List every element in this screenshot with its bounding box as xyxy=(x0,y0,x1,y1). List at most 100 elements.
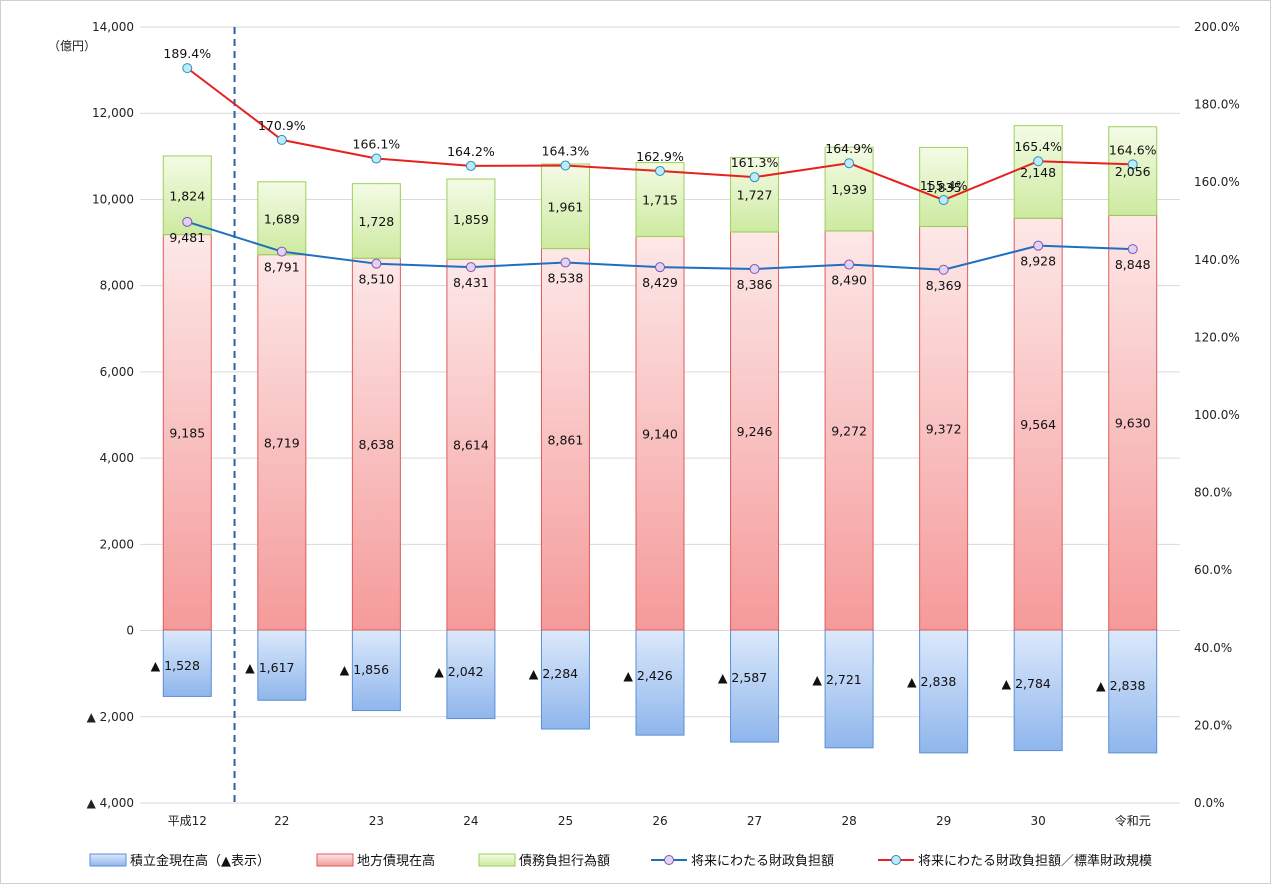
ratio-label: 161.3% xyxy=(731,155,779,170)
category-label: 平成12 xyxy=(168,814,207,828)
total-burden-label: 8,429 xyxy=(642,275,678,290)
local-bond-label: 9,564 xyxy=(1020,417,1056,432)
reserve-label: ▲ 2,284 xyxy=(529,666,578,681)
local-bond-label: 9,185 xyxy=(169,425,205,440)
total-burden-point xyxy=(749,264,760,275)
debt-burden-bar xyxy=(540,163,590,250)
debt-burden-label: 2,148 xyxy=(1020,165,1056,180)
ratio-label: 165.4% xyxy=(1014,139,1062,154)
total-burden-point xyxy=(655,262,665,273)
legend-label: 将来にわたる財政負担額 xyxy=(691,854,834,869)
total-burden-point xyxy=(1127,244,1138,255)
total-burden-point xyxy=(276,246,287,257)
ratio-point xyxy=(1033,156,1044,167)
debt-burden-label: 1,689 xyxy=(264,211,300,226)
reserve-label: ▲ 2,838 xyxy=(1096,678,1145,693)
ratio-point xyxy=(1127,159,1138,170)
local-bond-label: 9,140 xyxy=(642,426,678,441)
y-unit-label: （億円） xyxy=(48,39,96,53)
ratio-point xyxy=(655,165,665,176)
total-burden-label: 8,369 xyxy=(926,278,962,293)
local-bond-bar xyxy=(919,226,969,631)
debt-burden-bar xyxy=(351,183,401,259)
category-label: 26 xyxy=(652,814,667,828)
category-label: 25 xyxy=(558,814,573,828)
left-tick-label: 8,000 xyxy=(100,279,134,293)
ratio-point xyxy=(560,160,571,171)
debt-burden-bar xyxy=(1013,125,1063,219)
left-tick-label: 0 xyxy=(126,624,134,638)
total-burden-label: 8,538 xyxy=(548,270,584,285)
left-tick-label: 12,000 xyxy=(92,106,134,120)
debt-burden-bar xyxy=(446,178,496,260)
category-label: 23 xyxy=(369,814,384,828)
ratio-label: 155.4% xyxy=(920,178,968,193)
reserve-label: ▲ 2,042 xyxy=(434,664,483,679)
left-tick-label: ▲ 2,000 xyxy=(87,710,134,724)
reserve-bar xyxy=(540,629,590,730)
reserve-bar xyxy=(351,629,401,712)
total-burden-point xyxy=(938,264,949,275)
category-label: 27 xyxy=(747,814,762,828)
category-label: 29 xyxy=(936,814,951,828)
debt-burden-bar xyxy=(730,156,780,233)
legend-label: 将来にわたる財政負担額／標準財政規模 xyxy=(918,853,1152,869)
local-bond-label: 9,372 xyxy=(926,421,962,436)
category-label: 令和元 xyxy=(1115,813,1151,828)
local-bond-bar xyxy=(1013,217,1063,631)
left-tick-label: 10,000 xyxy=(92,192,134,206)
ratio-point xyxy=(465,160,476,171)
right-tick-label: 20.0% xyxy=(1194,718,1232,732)
left-tick-label: 6,000 xyxy=(100,365,134,379)
local-bond-label: 8,861 xyxy=(548,432,584,447)
legend-swatch xyxy=(316,853,354,867)
total-burden-point xyxy=(182,216,193,227)
right-tick-label: 60.0% xyxy=(1194,563,1232,577)
ratio-point xyxy=(182,63,193,74)
right-tick-label: 180.0% xyxy=(1194,98,1240,112)
left-tick-label: ▲ 4,000 xyxy=(87,796,134,810)
right-tick-label: 200.0% xyxy=(1194,20,1240,34)
reserve-label: ▲ 2,721 xyxy=(812,672,861,687)
reserve-label: ▲ 2,587 xyxy=(718,670,767,685)
reserve-label: ▲ 2,426 xyxy=(623,668,672,683)
total-burden-point xyxy=(560,257,571,268)
ratio-point xyxy=(276,134,287,145)
debt-burden-bar xyxy=(1108,126,1158,216)
debt-burden-label: 1,728 xyxy=(358,214,394,229)
total-burden-label: 8,928 xyxy=(1020,254,1056,269)
left-tick-label: 2,000 xyxy=(100,537,134,551)
local-bond-bar xyxy=(635,236,685,631)
debt-burden-label: 1,859 xyxy=(453,212,489,227)
ratio-point xyxy=(938,195,949,206)
total-burden-point xyxy=(371,258,382,269)
reserve-label: ▲ 1,617 xyxy=(245,660,294,675)
local-bond-label: 9,246 xyxy=(737,424,773,439)
left-tick-label: 4,000 xyxy=(100,451,134,465)
local-bond-bar xyxy=(257,254,307,631)
total-burden-label: 9,481 xyxy=(169,230,205,245)
right-tick-label: 100.0% xyxy=(1194,408,1240,422)
debt-burden-label: 2,056 xyxy=(1115,164,1151,179)
local-bond-bar xyxy=(730,231,780,631)
right-tick-label: 140.0% xyxy=(1194,253,1240,267)
ratio-label: 166.1% xyxy=(353,137,401,152)
total-burden-label: 8,431 xyxy=(453,275,489,290)
local-bond-bar xyxy=(351,257,401,631)
ratio-label: 164.9% xyxy=(825,141,873,156)
debt-burden-label: 1,961 xyxy=(548,199,584,214)
total-burden-point xyxy=(844,259,855,270)
reserve-label: ▲ 1,856 xyxy=(340,662,389,677)
total-burden-label: 8,791 xyxy=(264,260,300,275)
ratio-label: 170.9% xyxy=(258,118,306,133)
total-burden-label: 8,386 xyxy=(737,277,773,292)
local-bond-label: 8,719 xyxy=(264,435,300,450)
ratio-label: 164.6% xyxy=(1109,142,1157,157)
ratio-label: 164.2% xyxy=(447,144,495,159)
local-bond-label: 8,638 xyxy=(358,437,394,452)
reserve-bar xyxy=(257,629,307,701)
reserve-bar xyxy=(919,629,969,754)
local-bond-bar xyxy=(540,248,590,631)
